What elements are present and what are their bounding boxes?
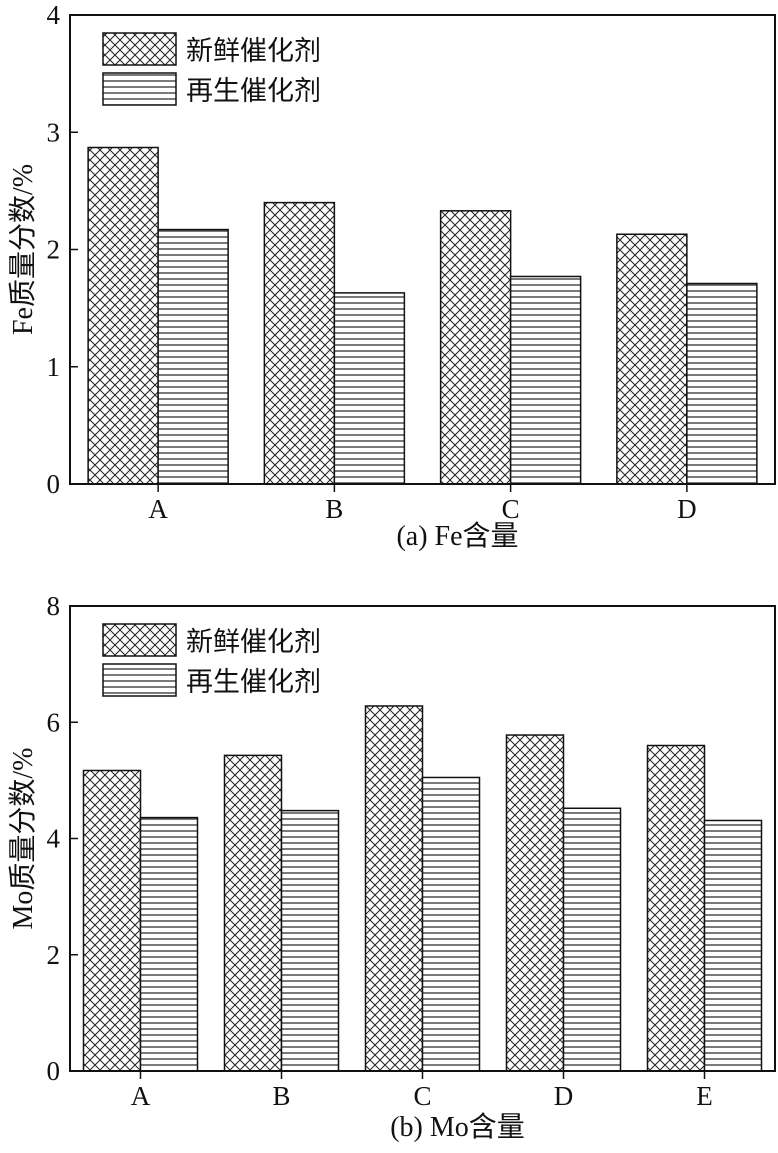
x-tick-label: C — [413, 1081, 431, 1111]
chart-caption: (a) Fe含量 — [396, 520, 518, 552]
x-tick-label: A — [131, 1081, 151, 1111]
bar-B-fresh — [263, 201, 336, 485]
x-tick-label: D — [677, 494, 697, 524]
y-tick-label: 3 — [47, 117, 61, 147]
bar-E-regenerated — [703, 819, 763, 1072]
y-tick-label: 0 — [47, 1056, 61, 1086]
legend-label: 新鲜催化剂 — [186, 627, 321, 658]
bar-C-regenerated — [421, 776, 481, 1072]
legend-swatch — [102, 32, 177, 66]
bar-E-fresh — [646, 744, 706, 1072]
bar-A-regenerated — [139, 816, 199, 1072]
y-tick-label: 8 — [47, 591, 61, 621]
legend-swatch — [102, 623, 177, 657]
bar-D-regenerated — [562, 807, 622, 1072]
bar-D-fresh — [505, 734, 565, 1072]
y-tick-label: 2 — [47, 235, 61, 265]
x-tick-label: C — [502, 494, 520, 524]
legend-label: 再生催化剂 — [186, 76, 321, 107]
bar-B-regenerated — [280, 809, 340, 1072]
legend-label: 新鲜催化剂 — [186, 36, 321, 67]
bar-A-fresh — [82, 769, 142, 1072]
bar-C-fresh — [439, 210, 512, 485]
chart-caption: (b) Mo含量 — [390, 1111, 525, 1143]
y-axis-label: Fe质量分数/% — [7, 164, 39, 335]
bar-B-fresh — [223, 754, 283, 1072]
x-tick-label: B — [272, 1081, 290, 1111]
legend-swatch — [102, 72, 177, 106]
bar-D-fresh — [616, 233, 688, 485]
x-tick-label: D — [554, 1081, 574, 1111]
legend-swatch — [102, 663, 177, 697]
x-tick-label: A — [148, 494, 168, 524]
bar-C-fresh — [364, 705, 424, 1072]
y-tick-label: 6 — [47, 707, 61, 737]
y-tick-label: 4 — [47, 824, 61, 854]
y-tick-label: 0 — [47, 469, 61, 499]
x-tick-label: B — [325, 494, 343, 524]
x-tick-label: E — [696, 1081, 713, 1111]
bar-A-regenerated — [157, 228, 229, 485]
bar-D-regenerated — [686, 282, 758, 485]
bar-B-regenerated — [333, 292, 406, 485]
bar-A-fresh — [87, 146, 159, 485]
bar-C-regenerated — [509, 275, 582, 485]
y-tick-label: 2 — [47, 940, 61, 970]
y-tick-label: 1 — [47, 352, 61, 382]
y-tick-label: 4 — [47, 0, 61, 30]
y-axis-label: Mo质量分数/% — [7, 747, 39, 929]
legend-label: 再生催化剂 — [186, 667, 321, 698]
